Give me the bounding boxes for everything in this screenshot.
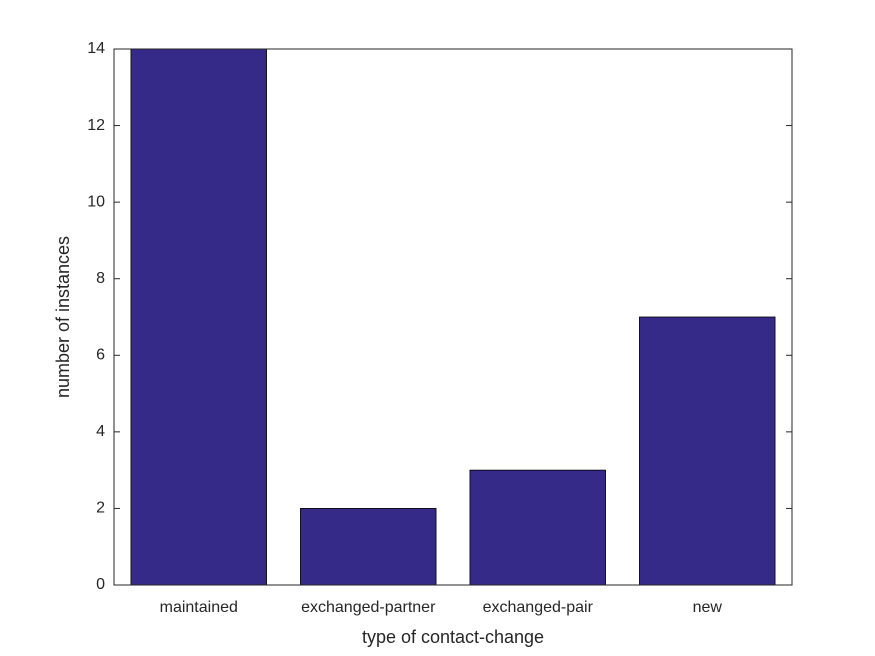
y-tick-label: 6: [96, 347, 105, 364]
y-tick-label: 4: [96, 423, 105, 440]
x-axis-label: type of contact-change: [362, 627, 544, 647]
bar: [300, 508, 437, 586]
x-tick-label: exchanged-partner: [301, 599, 436, 616]
y-tick-label: 8: [96, 270, 105, 287]
bar: [639, 316, 776, 586]
axes-box: [113, 48, 793, 586]
y-tick-label: 0: [96, 576, 105, 593]
y-tick-label: 12: [87, 117, 105, 134]
x-tick-label: exchanged-pair: [483, 599, 594, 616]
y-tick-label: 10: [87, 193, 105, 210]
y-axis-label: number of instances: [53, 236, 73, 398]
bar: [130, 48, 267, 586]
bar: [469, 469, 606, 586]
y-tick-label: 2: [96, 500, 105, 517]
x-tick-label: new: [693, 599, 723, 616]
y-tick-label: 14: [87, 40, 105, 57]
x-tick-label: maintained: [160, 599, 238, 616]
